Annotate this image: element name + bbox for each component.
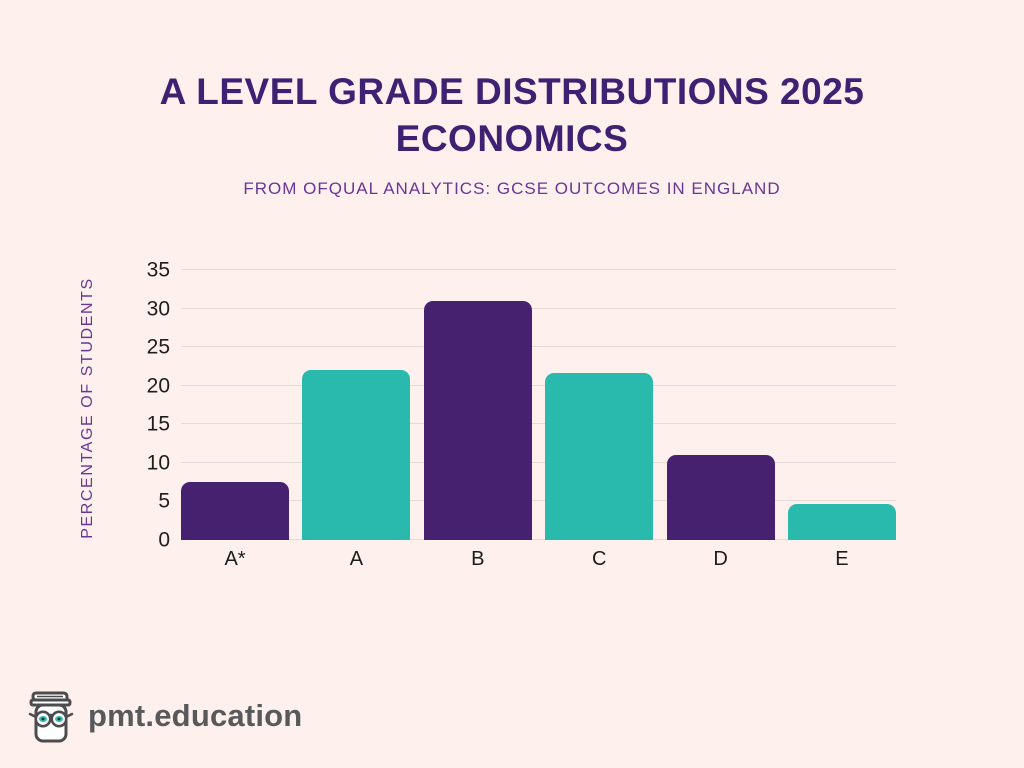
y-tick-label-15: 15 [146, 412, 170, 436]
bars-group [181, 270, 896, 540]
y-axis-title: PERCENTAGE OF STUDENTS [79, 277, 96, 539]
book-with-glasses-icon [28, 691, 74, 743]
bar-A* [181, 482, 289, 540]
y-axis-ticks: 0 5 10 15 20 25 30 35 [118, 260, 170, 551]
chart-subtitle: FROM OFQUAL ANALYTICS: GCSE OUTCOMES IN … [243, 179, 781, 198]
x-tick-label-C: C [591, 548, 607, 570]
y-tick-label-5: 5 [158, 489, 170, 513]
y-tick-label-0: 0 [158, 528, 170, 552]
gridline-30 [181, 307, 896, 309]
brand-name: pmt.education [88, 698, 303, 733]
y-tick-label-30: 30 [146, 297, 170, 321]
gridline-35 [181, 269, 896, 270]
x-tick-label-D: D [713, 548, 728, 570]
gridline-5 [181, 500, 896, 502]
chart-title-line1: A LEVEL GRADE DISTRIBUTIONS 2025 [159, 71, 865, 112]
bar-E [787, 503, 896, 540]
bar-A [302, 370, 411, 540]
gridline-20 [181, 384, 896, 386]
x-tick-label-A*: A* [224, 548, 246, 570]
bar-C [545, 372, 654, 540]
x-tick-label-A: A [349, 548, 364, 570]
y-tick-label-20: 20 [146, 374, 170, 398]
y-tick-label-10: 10 [146, 451, 170, 475]
chart-title-line2: ECONOMICS [395, 118, 629, 159]
x-axis-labels: A* A B C D E [181, 548, 896, 571]
bar-D [666, 455, 775, 540]
gridline-25 [181, 346, 896, 348]
bar-B [423, 300, 532, 540]
x-tick-label-B: B [471, 548, 485, 570]
x-tick-label-E: E [835, 548, 849, 570]
y-tick-label-35: 35 [146, 258, 170, 282]
plot-area [181, 269, 896, 540]
gridline-10 [181, 461, 896, 463]
gridline-0 [181, 539, 896, 540]
gridline-15 [181, 423, 896, 425]
header: A LEVEL GRADE DISTRIBUTIONS 2025 ECONOMI… [0, 68, 1024, 199]
y-tick-label-25: 25 [146, 335, 170, 359]
footer-brand: pmt.education [27, 688, 302, 744]
